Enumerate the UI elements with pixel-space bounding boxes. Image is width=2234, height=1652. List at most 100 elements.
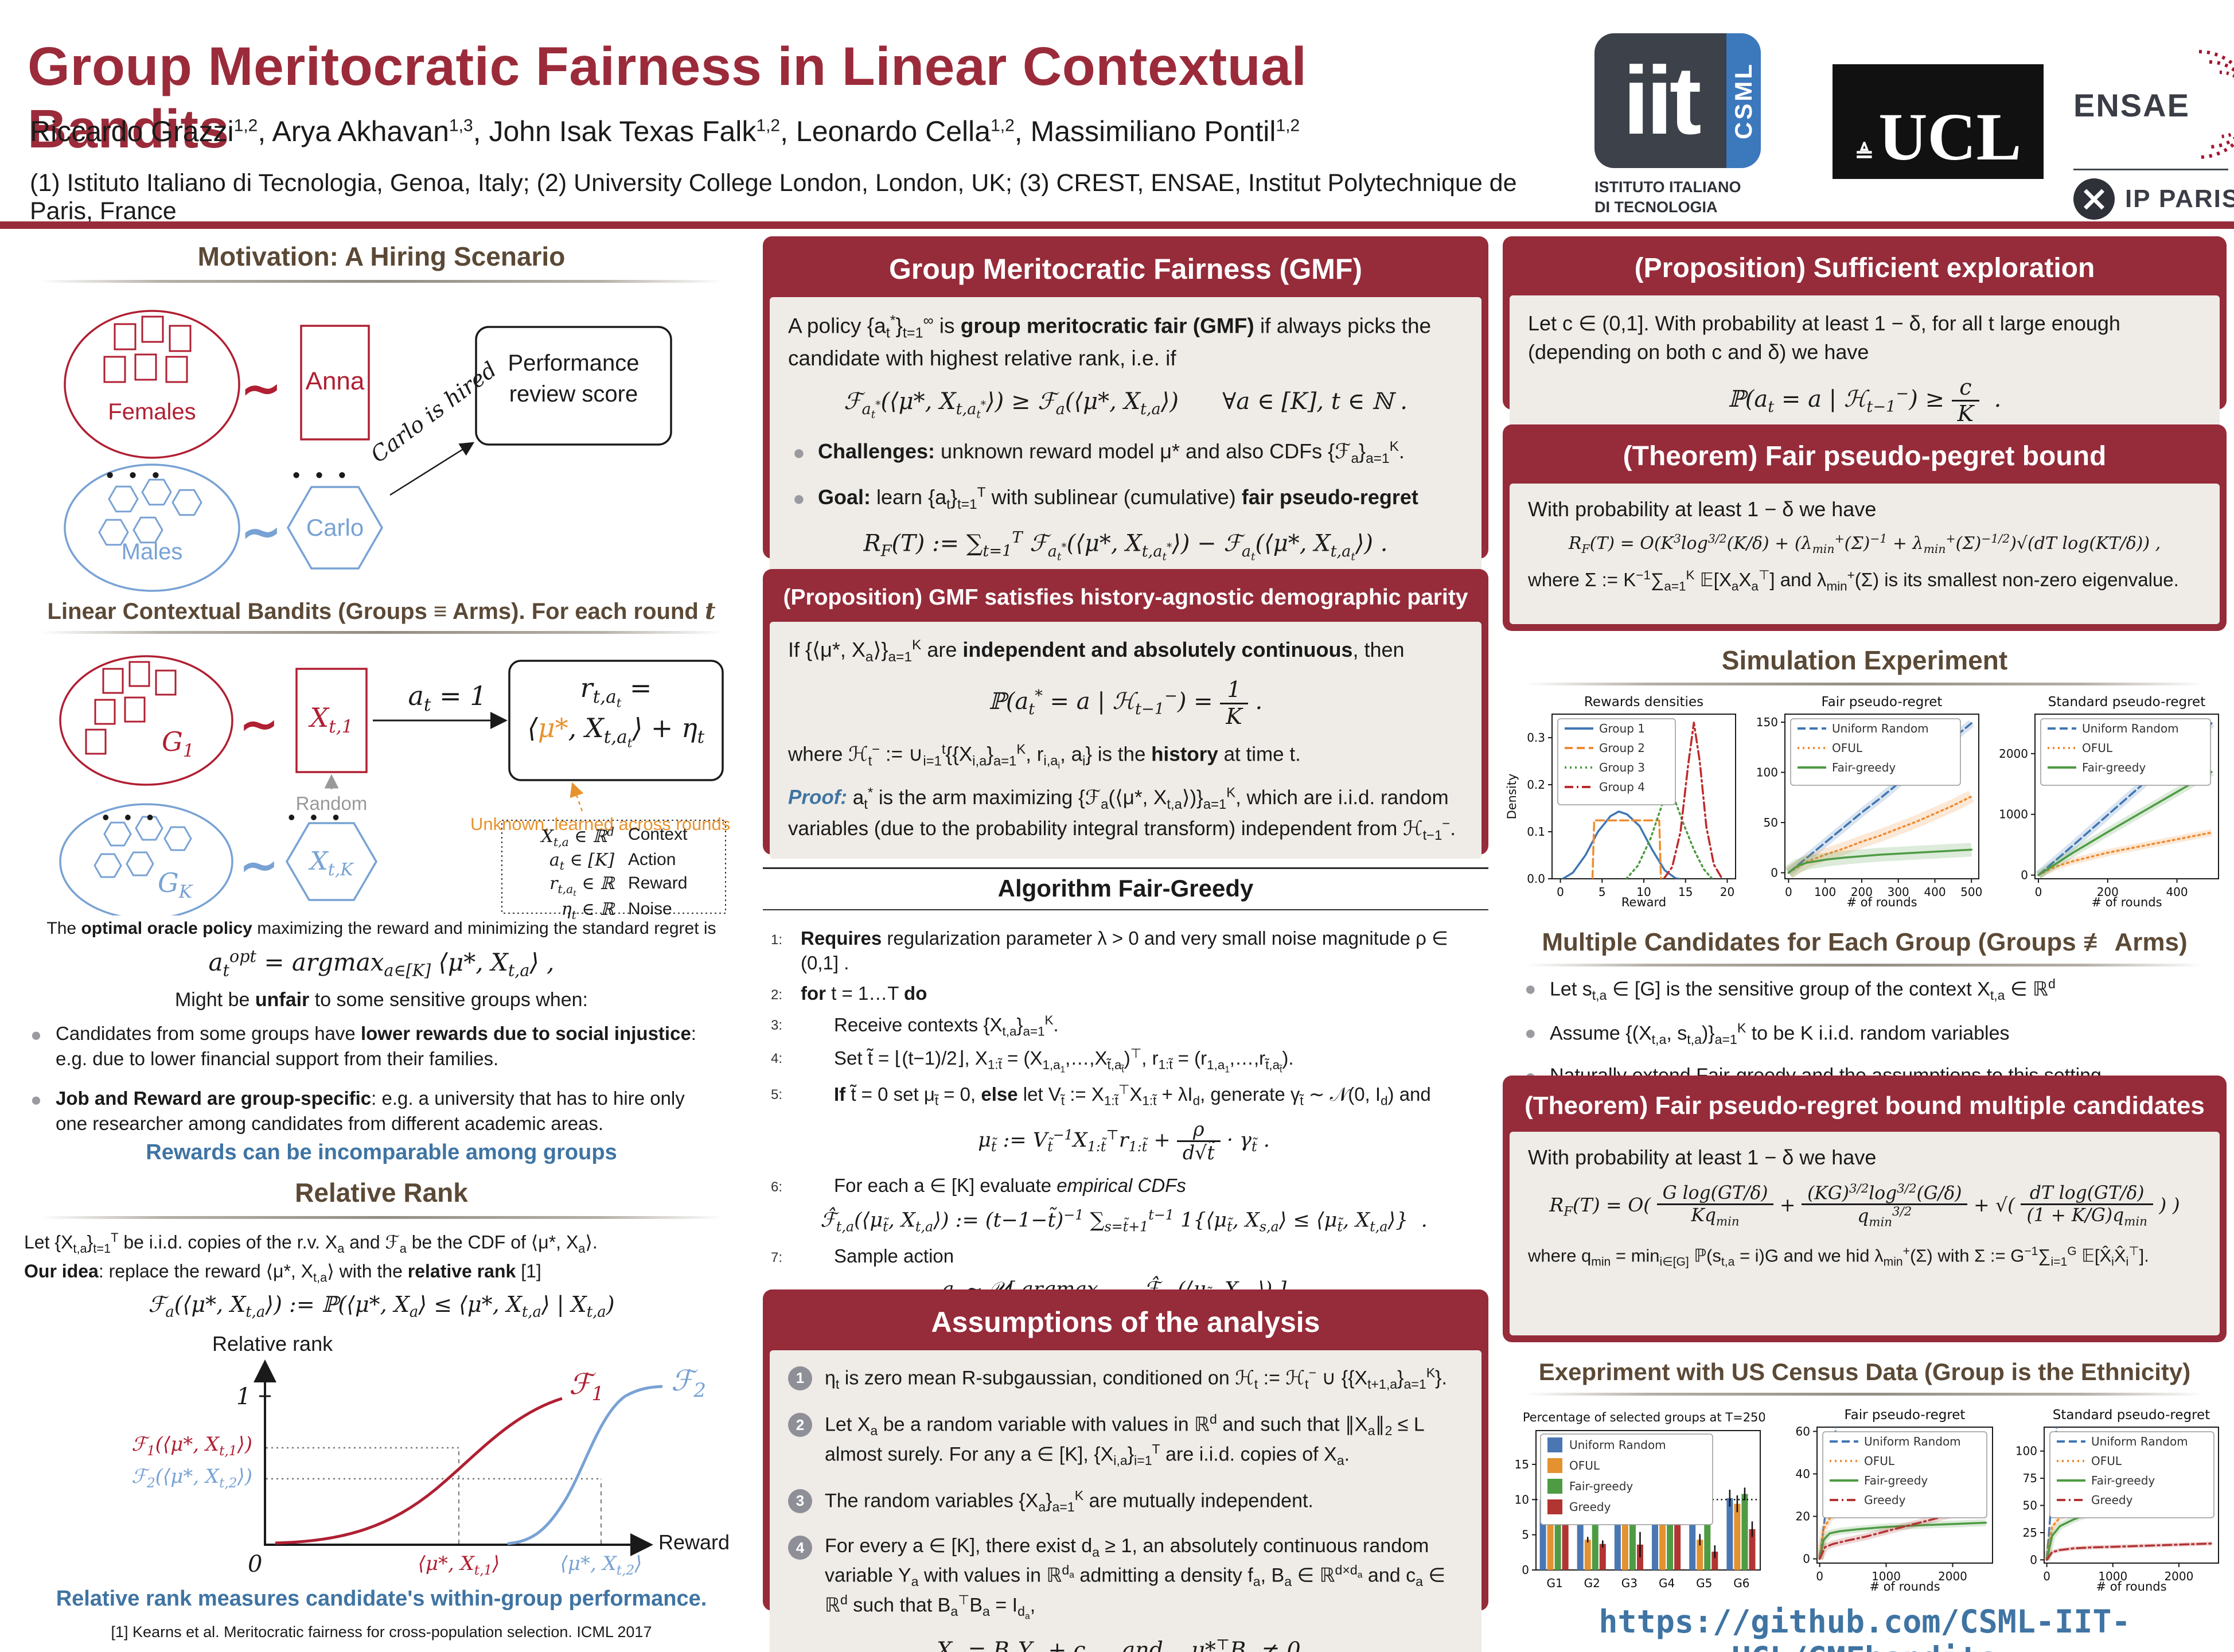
notation-meaning: Reward (628, 874, 688, 893)
multi-theorem-text: With probability at least 1 − δ we have (1528, 1146, 1877, 1169)
svg-text:Fair-greedy: Fair-greedy (1569, 1479, 1633, 1493)
line-number: 6: (771, 1179, 783, 1195)
action-label: at = 1 (408, 680, 487, 716)
svg-text:OFUL: OFUL (1864, 1454, 1895, 1468)
rule (40, 280, 723, 283)
hiring-diagram-shapes (64, 310, 672, 592)
notation-symbol: rt,at ∈ ℝ (549, 874, 615, 899)
carlo-label: Carlo (306, 514, 364, 541)
assumption-item: 3 The random variables {Xa}a=1K are mutua… (788, 1487, 1463, 1516)
gmf-formula2: RF(T) := ∑t=1T ℱat*(⟨μ*, Xt,at*⟩) − ℱat(… (863, 529, 1388, 563)
svg-text:20: 20 (1720, 885, 1734, 899)
svg-text:Standard pseudo-regret: Standard pseudo-regret (2053, 1408, 2210, 1423)
svg-text:# of rounds: # of rounds (1846, 895, 1917, 909)
gmf-title: Group Meritocratic Fairness (GMF) (888, 253, 1363, 285)
svg-text:0.0: 0.0 (1527, 872, 1545, 886)
gk-label: GK (158, 867, 193, 903)
rule (40, 1216, 723, 1219)
svg-text:G2: G2 (1584, 1576, 1600, 1590)
svg-text:Greedy: Greedy (1864, 1493, 1906, 1507)
heading-lcb-t: t (704, 598, 716, 625)
cdf-figure-shapes (254, 1359, 663, 1556)
svg-text:G1: G1 (1546, 1576, 1562, 1590)
svg-text:OFUL: OFUL (2091, 1454, 2122, 1468)
svg-text:Reward: Reward (1621, 895, 1666, 909)
unfair-line: Might be unfair to some sensitive groups… (174, 989, 588, 1011)
performance-line2: review score (509, 381, 638, 407)
svg-text:0: 0 (2035, 885, 2042, 899)
heading-lcb: Linear Contextual Bandits (Groups ≡ Arms… (17, 598, 746, 625)
x-tk-label: Xt,K (310, 847, 353, 880)
svg-text:5: 5 (1522, 1528, 1529, 1542)
svg-text:Fair-greedy: Fair-greedy (1864, 1474, 1928, 1487)
g1-label: G1 (162, 726, 194, 762)
multi-theorem-formula: RF(T) = O( G log(GT/δ) Kqmin + (KG)3/2log… (1549, 1182, 2180, 1230)
chart-rewards-densities: 0 5 10 15 20 0.0 0.1 0.2 0.3 Rewards densities Rew… (1506, 695, 1736, 909)
svg-text:Fair-greedy: Fair-greedy (2082, 761, 2146, 774)
cdf-f2y-label: ℱ2(⟨μ*, Xt,2⟩) (131, 1465, 252, 1491)
author: Riccardo Grazzi1,2, (30, 115, 272, 147)
regret-block: (Theorem) Fair pseudo-pegret bound With … (1503, 424, 2227, 631)
unfair-bullets: ● Candidates from some groups have lower … (26, 1021, 720, 1151)
svg-text:2000: 2000 (1938, 1569, 1967, 1583)
svg-text:Group 3: Group 3 (1599, 761, 1645, 774)
iit-caption-line2: DI TECNOLOGIA (1594, 198, 1718, 216)
proof-text: at* is the arm maximizing {ℱa(⟨μ*, Xt,a⟩… (788, 784, 1456, 843)
author: Massimiliano Pontil1,2 (1030, 115, 1300, 147)
item-number-icon: 2 (788, 1413, 812, 1437)
line-text: Receive contexts {Xt,a}a=1K. (834, 1012, 1059, 1039)
page-title: Group Meritocratic Fairness in Linear Co… (28, 36, 1307, 159)
svg-text:Density: Density (1506, 774, 1519, 820)
svg-text:Uniform Random: Uniform Random (1864, 1435, 1961, 1448)
svg-text:G3: G3 (1621, 1576, 1638, 1590)
random-label: Random (295, 793, 368, 814)
svg-text:0.2: 0.2 (1527, 778, 1545, 792)
svg-text:Fair-greedy: Fair-greedy (2091, 1474, 2155, 1487)
algorithm-display-formula: μt̃ := Vt̃−1X1:t̃⊤r1:t̃ + ρ d√t̃ · γt̃ . (978, 1118, 1270, 1164)
svg-text:2000: 2000 (1999, 747, 2028, 761)
rr-intro-line1: Let {Xt,a}t=1T be i.i.d. copies of the r… (24, 1230, 598, 1256)
cdf-f2-label: ℱ2 (671, 1364, 706, 1402)
svg-text:100: 100 (1814, 885, 1836, 899)
svg-text:Percentage of selected groups: Percentage of selected groups at T=2500 (1523, 1411, 1765, 1424)
multi-bullet: ● Let st,a ∈ [G] is the sensitive group o… (1525, 976, 2056, 1003)
algorithm-line: 3: Receive contexts {Xt,a}a=1K. (771, 1012, 1477, 1040)
svg-text:Fair-greedy: Fair-greedy (1832, 761, 1896, 774)
assumption-item: 4 For every a ∈ [K], there exist da ≥ 1, … (788, 1533, 1463, 1622)
exploration-body: Let c ∈ (0,1]. With probability at least… (1510, 295, 2220, 441)
males-label: Males (121, 539, 183, 564)
svg-text:75: 75 (2023, 1471, 2037, 1485)
chart-census-fair-regret: 0 1000 2000 0 20 40 60 Fair pseudo-regret # of r… (1796, 1408, 1993, 1593)
line-number: 1: (771, 932, 783, 948)
svg-text:Group 1: Group 1 (1599, 722, 1645, 735)
line-text: Requires regularization parameter λ > 0 … (801, 928, 1448, 973)
cdf-one: 1 (236, 1384, 251, 1410)
algorithm-display-formula: ℱ̂t,a(⟨μt̃, Xt,a⟩) := (t−1−t̃)−1 ∑s=t̃+1… (820, 1207, 1428, 1236)
svg-text:# of rounds: # of rounds (2096, 1580, 2166, 1593)
svg-text:40: 40 (1796, 1467, 1810, 1480)
parity-title: (Proposition) GMF satisfies history-agno… (783, 585, 1468, 610)
chart-sim-standard-regret: 0 200 400 0 1000 2000 Standard pseudo-regret # … (1999, 695, 2219, 909)
svg-text:Rewards densities: Rewards densities (1584, 695, 1703, 710)
github-link[interactable]: https://github.com/CSML-IIT-UCL/GMFbandi… (1599, 1603, 2131, 1652)
line-text: Set t̃ = ⌊(t−1)/2⌋, X1:t̃ = (X1,a1,…,Xt̃… (834, 1046, 1294, 1075)
bullet-icon: ● (793, 486, 805, 510)
affiliations: (1) Istituto Italiano di Tecnologia, Gen… (30, 169, 1517, 225)
svg-text:200: 200 (1851, 885, 1873, 899)
dots-mid: • • • (293, 463, 351, 488)
unknown-label: Unknown, learned across rounds (470, 814, 731, 834)
notation-symbol: Xt,a ∈ ℝd (541, 825, 615, 849)
svg-text:Uniform Random: Uniform Random (1569, 1438, 1666, 1452)
svg-text:Uniform Random: Uniform Random (2091, 1435, 2188, 1448)
repo-link-wrap: https://github.com/CSML-IIT-UCL/GMFbandi… (1503, 1603, 2227, 1652)
proof-label: Proof: (788, 786, 848, 809)
iit-caption-line1: ISTITUTO ITALIANO (1594, 178, 1741, 196)
notation-symbol: ηt ∈ ℝ (561, 899, 615, 922)
svg-text:15: 15 (1678, 885, 1693, 899)
line-number: 3: (771, 1017, 783, 1033)
ensae-arc-icon (2198, 50, 2234, 159)
chart-census-standard-regret: 0 1000 2000 0 25 50 75 100 Standard pseudo-regre… (2015, 1408, 2219, 1593)
svg-text:Fair pseudo-regret: Fair pseudo-regret (1822, 695, 1943, 710)
svg-text:G6: G6 (1733, 1576, 1749, 1590)
